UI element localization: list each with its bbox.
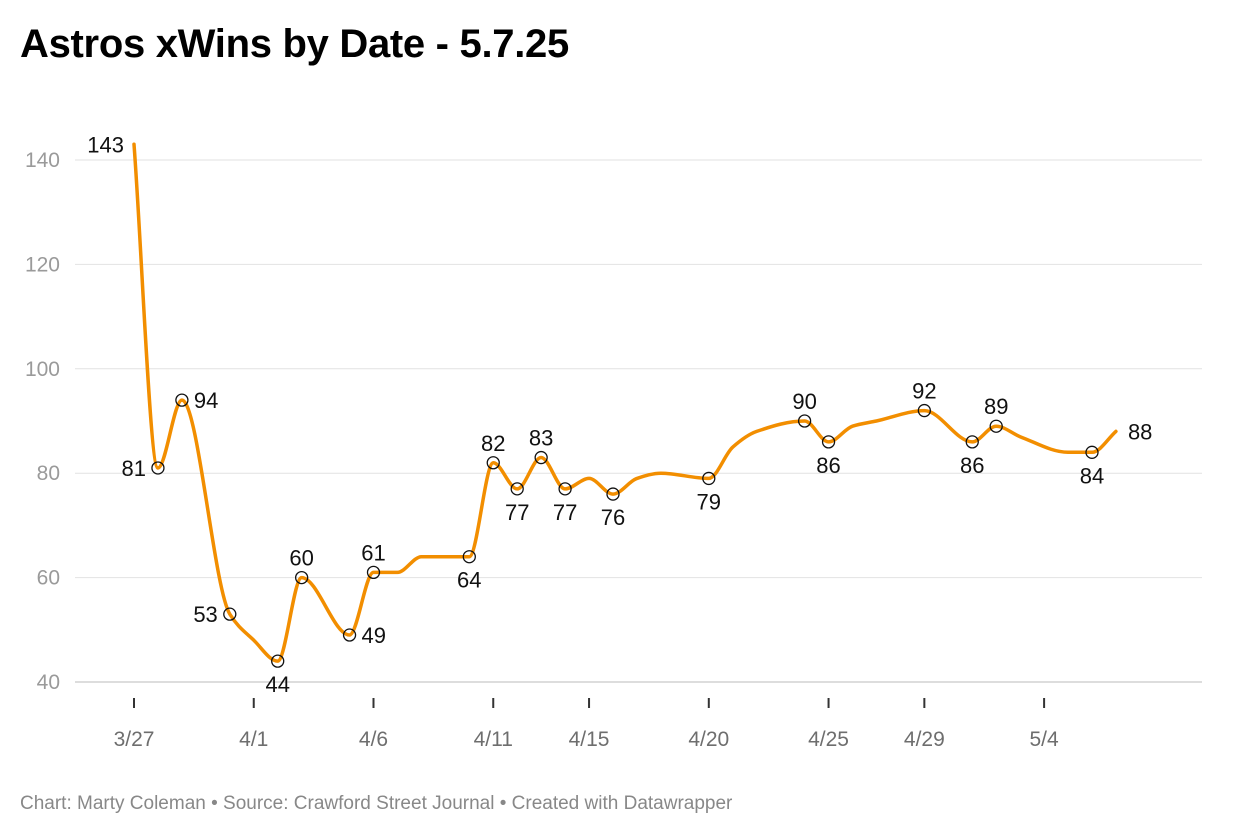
data-label: 77 [553,500,577,525]
point-marker [534,450,548,465]
point-marker [558,482,572,496]
x-tick-label: 4/15 [569,728,610,751]
point-marker [702,471,716,486]
data-label: 53 [193,602,217,627]
point-marker [175,393,189,407]
point-marker [151,461,165,475]
series-line [132,142,1118,663]
data-label: 94 [194,388,218,413]
data-labels: 143 81 94 53 44 60 49 61 64 82 77 83 77 76 79 90 86 92 86 8… [87,132,1152,697]
point-marker [271,654,285,668]
point-marker [797,414,812,428]
data-label: 64 [457,568,481,593]
data-label: 86 [960,453,984,478]
point-marker [366,565,381,580]
data-label: 82 [481,431,505,456]
point-marker [223,607,237,621]
point-marker [486,456,500,470]
x-tick-label: 4/11 [474,728,513,751]
data-label: 81 [121,456,145,481]
data-label: 76 [601,505,625,530]
y-tick-label: 100 [25,358,60,381]
data-label: 77 [505,500,529,525]
x-tick-label: 5/4 [1029,728,1059,751]
point-marker [917,403,931,418]
series-xwins [132,142,1118,663]
point-marker [606,487,620,501]
data-label: 83 [529,426,553,451]
chart-title: Astros xWins by Date - 5.7.25 [20,22,569,66]
point-marker [965,435,979,449]
x-tick-label: 4/25 [808,728,849,751]
data-label: 79 [697,489,721,514]
data-label: 143 [87,132,124,157]
x-axis: 3/27 4/1 4/6 4/11 4/15 4/20 4/25 4/29 5/4 [114,698,1059,751]
point-marker [1085,445,1099,459]
y-tick-label: 140 [25,149,60,172]
y-tick-label: 40 [37,671,60,694]
point-marker [989,419,1003,433]
y-tick-label: 60 [37,567,60,590]
data-label: 89 [984,394,1008,419]
x-tick-label: 4/20 [688,728,729,751]
point-marker [821,435,836,449]
point-marker [294,570,309,585]
data-label: 86 [816,453,840,478]
x-tick-label: 3/27 [114,728,155,751]
x-tick-label: 4/1 [239,728,268,751]
x-tick-label: 4/29 [904,728,945,751]
data-label: 84 [1080,463,1104,488]
point-marker [462,550,476,564]
data-label: 61 [361,540,385,565]
data-label: 92 [912,379,936,404]
point-markers [151,393,1099,668]
y-tick-label: 120 [25,253,60,276]
x-tick-label: 4/6 [359,728,388,751]
grid-lines [75,159,1202,683]
point-marker [510,482,524,496]
data-label: 60 [289,546,313,571]
data-label: 49 [362,623,386,648]
line-chart: 40 60 80 100 120 140 3/27 4/1 4/6 4/11 4/15 4/20 4/… [25,132,1202,751]
data-label: 90 [792,389,816,414]
data-label: 44 [265,672,289,697]
data-label: 88 [1128,419,1152,444]
y-axis: 40 60 80 100 120 140 [25,149,60,694]
chart-credits: Chart: Marty Coleman • Source: Crawford … [20,793,733,814]
point-marker [342,628,357,642]
y-tick-label: 80 [37,462,60,485]
